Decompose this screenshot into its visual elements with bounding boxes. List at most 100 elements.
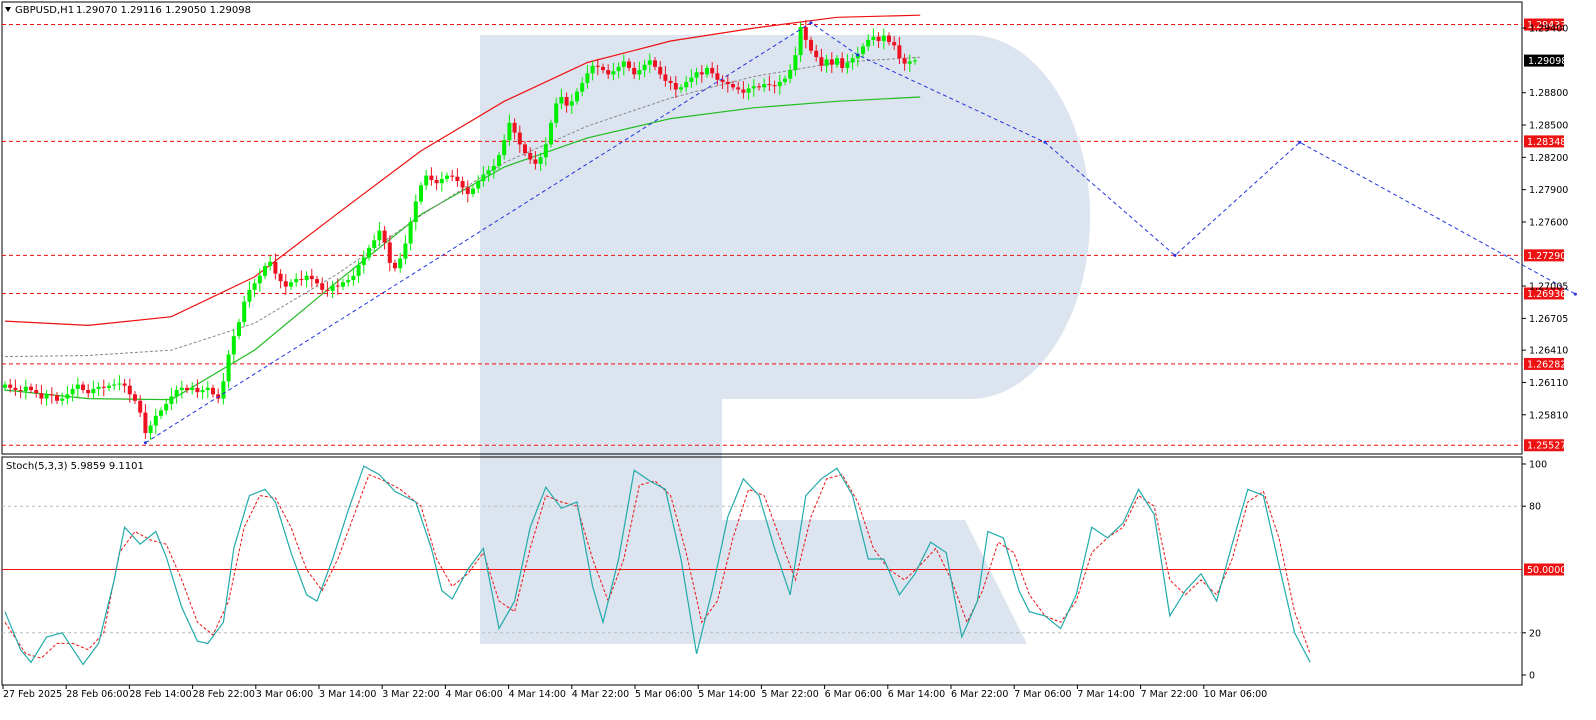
candle-body [471,188,475,194]
candle-body [741,89,746,93]
candle-body [616,66,621,72]
candle-body [699,72,704,75]
candle-body [684,81,689,88]
candle-body [34,389,39,394]
candle-body [668,80,673,84]
candle-body [601,66,605,71]
candle-body [445,175,449,179]
time-tick-label: 27 Feb 2025 [3,689,62,700]
candle-body [382,230,387,243]
candle-body [575,91,579,102]
candle-body [346,280,351,283]
candle-body [632,67,637,75]
price-tick-label: 1.26410 [1529,346,1568,357]
candle-body [543,144,548,158]
candle-body [819,57,824,66]
candle-body [814,50,819,58]
candle-body [8,384,13,388]
candle-body [465,187,470,194]
forecast-point [856,53,860,57]
price-tick-label: 1.28500 [1529,121,1568,132]
time-tick-label: 28 Feb 06:00 [66,689,128,700]
time-tick-label: 7 Mar 14:00 [1077,689,1134,700]
candle-body [424,175,429,186]
candle-body [393,262,397,269]
symbol-dropdown-icon[interactable] [5,7,11,12]
candle-body [195,387,200,393]
candle-body [169,396,174,404]
candle-body [315,279,319,284]
candle-body [861,46,865,54]
candle-body [159,410,163,416]
candle-body [642,64,647,71]
candle-body [835,58,839,65]
candle-body [101,386,106,388]
candle-body [585,73,590,84]
candle-body [403,243,408,259]
candle-body [481,174,486,182]
candle-body [138,400,143,413]
candle-body [81,384,85,390]
candle-body [273,261,278,274]
level-tag-label: 1.27290 [1527,251,1566,262]
candle-body [179,387,184,390]
candle-body [242,301,247,323]
candle-body [91,388,96,394]
time-tick-label: 6 Mar 14:00 [888,689,945,700]
candle-body [554,103,559,123]
time-tick-label: 3 Mar 14:00 [319,689,376,700]
candle-body [751,86,756,89]
candle-body [803,27,808,40]
candle-body [252,283,257,290]
candle-body [439,178,444,184]
level-tag [1524,439,1564,452]
candle-body [55,395,59,401]
candle-body [153,415,158,426]
candle-body [538,157,543,164]
candle-body [70,388,75,395]
candle-body [762,84,767,88]
candle-body [715,73,720,80]
candle-body [434,179,439,184]
candle-body [694,72,699,78]
candle-body [710,67,715,74]
candle-body [902,58,907,64]
upper-band-line [4,14,921,327]
candle-body [96,386,101,389]
candle-body [897,45,902,59]
candle-body [840,58,845,68]
candle-body [746,88,751,93]
level-tag [1524,357,1564,370]
price-tick-label: 1.27005 [1529,282,1568,293]
candle-body [398,258,403,269]
candle-body [757,86,761,88]
time-tick-label: 6 Mar 06:00 [825,689,882,700]
candle-body [299,279,304,281]
candle-body [226,354,231,382]
time-tick-label: 28 Feb 14:00 [129,689,191,700]
candle-body [829,59,834,65]
level-tag [1524,249,1564,262]
candle-body [361,257,366,266]
time-tick-label: 6 Mar 22:00 [951,689,1008,700]
candle-body [502,140,507,156]
price-tick-label: 1.25810 [1529,410,1568,421]
candle-body [107,385,111,388]
candle-body [413,201,418,222]
candle-body [221,381,226,399]
candle-body [335,285,340,287]
candle-body [731,84,735,88]
candle-body [294,279,299,283]
candle-body [29,386,33,390]
candle-body [112,384,117,386]
price-tick-label: 1.28200 [1529,153,1568,164]
candle-body [185,387,189,390]
time-tick-label: 5 Mar 06:00 [635,689,692,700]
symbol-label[interactable]: GBPUSD,H1 [15,5,74,16]
level-tag-label: 1.25527 [1527,441,1566,452]
candle-body [647,60,652,65]
time-tick-label: 5 Mar 22:00 [761,689,818,700]
candle-body [523,144,527,154]
